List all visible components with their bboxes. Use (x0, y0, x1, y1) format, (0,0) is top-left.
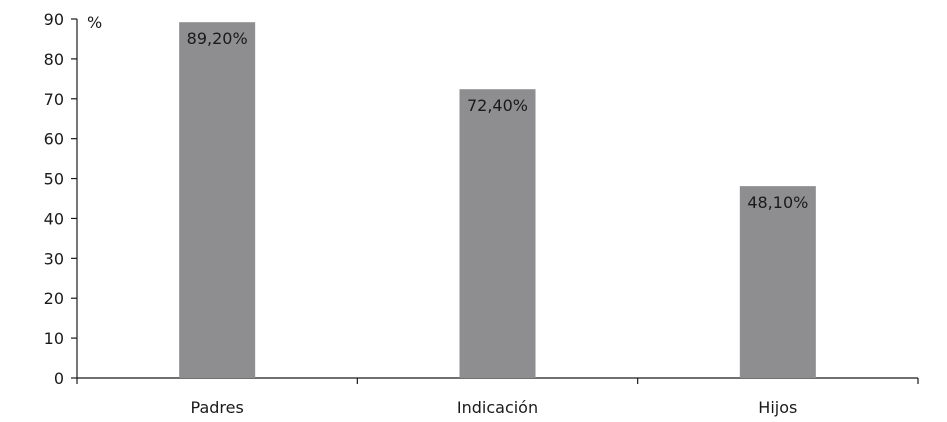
bar-data-label: 48,10% (747, 193, 808, 212)
data-labels: 89,20% 72,40% 48,10% (187, 29, 809, 212)
x-axis: Padres Indicación Hijos (76, 377, 919, 417)
y-tick-label: 20 (44, 289, 64, 308)
x-category-label: Indicación (457, 398, 538, 417)
bar-data-label: 89,20% (187, 29, 248, 48)
y-tick-label: 60 (44, 130, 64, 149)
y-axis: 0 10 20 30 40 50 60 70 80 90 (44, 10, 78, 388)
x-category-label: Hijos (758, 398, 797, 417)
y-tick-label: 80 (44, 50, 64, 69)
x-category-label: Padres (191, 398, 244, 417)
y-tick-label: 50 (44, 170, 64, 189)
bar-indicación (459, 89, 536, 379)
bars (179, 22, 816, 379)
y-tick-label: 40 (44, 209, 64, 228)
y-tick-label: 70 (44, 90, 64, 109)
bar-hijos (739, 186, 816, 378)
y-tick-label: 10 (44, 329, 64, 348)
y-tick-label: 30 (44, 249, 64, 268)
y-tick-label: 0 (54, 369, 64, 388)
y-unit-label: % (87, 13, 102, 32)
y-tick-label: 90 (44, 10, 64, 29)
bar-data-label: 72,40% (467, 96, 528, 115)
bar-padres (179, 22, 256, 379)
